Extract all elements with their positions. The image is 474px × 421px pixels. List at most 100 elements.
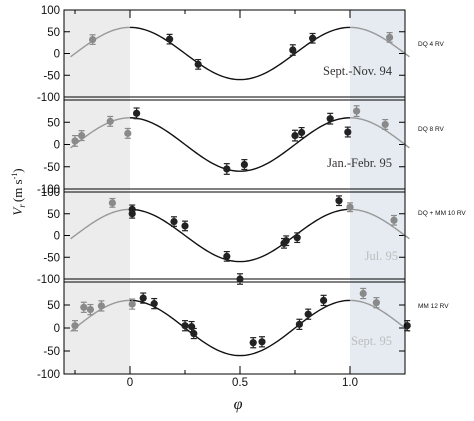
data-marker (97, 302, 105, 310)
data-point (291, 129, 299, 142)
model-curve (349, 117, 410, 149)
data-point (181, 220, 189, 232)
data-point (320, 294, 328, 307)
panels: 100 50 0 -50 -100 Sept.-Nov. 94 DQ 4 RV 50 0 -50 -… (37, 5, 466, 381)
data-marker (128, 300, 136, 308)
model-curve (349, 208, 410, 240)
data-point (381, 118, 389, 130)
data-marker (298, 128, 306, 137)
data-marker (124, 129, 132, 137)
panel: 50 0 -50 -100 Sept. 95 MM 12 RV (37, 287, 449, 381)
data-marker (181, 222, 189, 230)
data-marker (249, 339, 257, 347)
data-point (258, 336, 266, 348)
y-axis-title-sub: r (17, 204, 27, 208)
data-point (335, 195, 343, 207)
data-marker (106, 117, 114, 125)
data-marker (282, 237, 290, 245)
data-point (106, 115, 114, 127)
data-marker (320, 296, 328, 304)
data-point (390, 214, 398, 226)
data-marker (194, 60, 202, 68)
data-point (289, 44, 297, 56)
data-point (282, 235, 290, 247)
data-point (133, 107, 141, 120)
y-tick-label: 0 (54, 323, 60, 335)
model-curve (129, 26, 351, 81)
data-point (128, 208, 136, 219)
data-point (150, 297, 158, 310)
data-marker (304, 310, 312, 318)
data-point (128, 298, 136, 310)
data-marker (71, 322, 79, 330)
data-point (326, 112, 334, 125)
model-curve (349, 299, 410, 333)
y-tick-label: -100 (37, 184, 60, 196)
data-point (249, 337, 257, 349)
data-marker (295, 320, 303, 328)
data-point (139, 292, 147, 304)
data-marker (86, 306, 94, 314)
panel: 50 0 -50 -100 Jan.-Febr. 95 DQ 8 RV (37, 105, 445, 196)
data-marker (78, 132, 86, 140)
model-curve (70, 299, 131, 333)
model-curve (129, 208, 351, 263)
panel-side-label: MM 12 RV (418, 303, 449, 310)
x-tick-label: 1.0 (342, 377, 358, 389)
y-tick-label: 50 (47, 300, 60, 312)
data-marker (346, 203, 354, 211)
data-point (304, 308, 312, 320)
data-marker (181, 322, 189, 330)
data-point (80, 301, 88, 313)
panel-season-label: Jan.-Febr. 95 (327, 156, 392, 170)
data-point (353, 105, 361, 118)
y-tick-label: 50 (47, 27, 60, 39)
data-marker (309, 34, 317, 42)
data-marker (359, 289, 367, 298)
panel: 100 50 0 -50 -100 Jul. 95 DQ + MM 10 RV (37, 187, 466, 286)
data-point (298, 126, 306, 138)
data-marker (381, 120, 389, 129)
data-point (108, 197, 116, 208)
data-point (293, 232, 301, 244)
y-tick-label: 50 (47, 209, 60, 221)
data-point (240, 159, 248, 171)
y-axis-title-exp: -1 (10, 173, 19, 180)
y-tick-label: -50 (43, 346, 60, 358)
panel: 100 50 0 -50 -100 Sept.-Nov. 94 DQ 4 RV (37, 5, 445, 104)
y-tick-label: 0 (54, 49, 60, 61)
data-marker (386, 33, 394, 42)
data-marker (293, 234, 301, 242)
x-tick-label: 0.5 (232, 377, 248, 389)
x-axis: 0 0.5 1.0 φ (74, 10, 406, 413)
data-point (166, 33, 174, 45)
data-point (170, 216, 178, 227)
data-marker (326, 115, 334, 123)
y-axis-title: Vr (m s-1) (10, 168, 27, 215)
data-marker (372, 299, 380, 307)
panel-season-label: Sept.-Nov. 94 (323, 64, 393, 78)
data-point (190, 327, 198, 340)
data-point (236, 273, 244, 285)
data-marker (71, 137, 79, 145)
panel-side-label: DQ + MM 10 RV (418, 210, 466, 217)
model-curve (349, 26, 410, 58)
data-marker (223, 165, 231, 173)
y-tick-label: 100 (41, 187, 60, 199)
panel-season-label: Jul. 95 (365, 249, 398, 263)
data-point (223, 250, 231, 262)
data-marker (236, 275, 244, 283)
y-tick-label: 0 (54, 231, 60, 243)
data-point (194, 58, 202, 70)
model-curve (70, 26, 131, 58)
panel-side-label: DQ 4 RV (418, 41, 445, 48)
plot-frame (63, 9, 406, 375)
data-marker (344, 128, 352, 136)
data-marker (289, 46, 297, 54)
data-point (359, 287, 367, 300)
data-marker (291, 132, 299, 140)
data-marker (150, 300, 158, 308)
data-point (344, 126, 352, 138)
data-marker (166, 35, 174, 43)
data-point (295, 318, 303, 330)
